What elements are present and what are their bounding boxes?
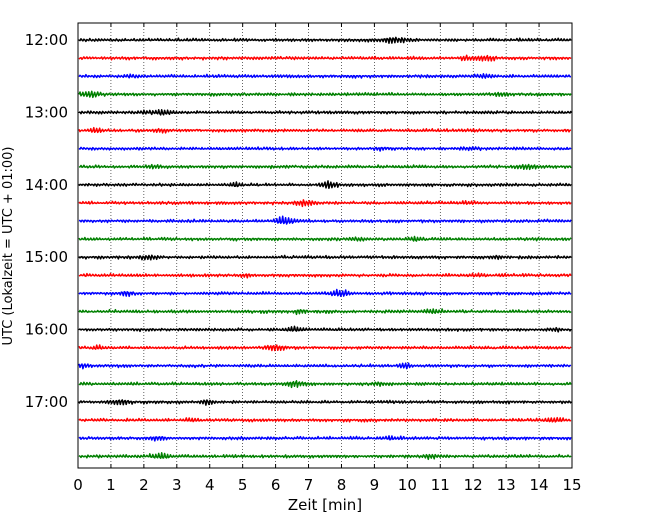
seismic-trace-15: [78, 288, 572, 298]
seismic-trace-14: [78, 272, 572, 279]
y-tick-label: 12:00: [25, 31, 68, 49]
x-tick-label: 7: [304, 476, 314, 494]
seismic-trace-13: [78, 254, 572, 261]
seismic-trace-9: [78, 180, 572, 190]
seismic-trace-16: [78, 308, 572, 316]
y-axis: 12:00 13:00 14:00 15:00 16:00 17:00: [25, 31, 572, 411]
x-tick-label: 4: [205, 476, 215, 494]
trace-layer: [78, 36, 572, 461]
y-tick-label: 14:00: [25, 176, 68, 194]
seismic-trace-7: [78, 146, 572, 152]
seismic-trace-23: [78, 435, 572, 442]
x-tick-label: 8: [337, 476, 347, 494]
x-tick-label: 13: [497, 476, 516, 494]
x-tick-label: 6: [271, 476, 281, 494]
y-tick-label: 15:00: [25, 248, 68, 266]
grid-layer: [110, 23, 540, 468]
y-tick-label: 13:00: [25, 103, 68, 121]
seismic-trace-17: [78, 325, 572, 333]
x-tick-label: 12: [464, 476, 483, 494]
seismic-trace-11: [78, 215, 572, 225]
seismic-trace-3: [78, 73, 572, 79]
seismic-trace-21: [78, 399, 572, 406]
x-axis: 0 1 2 3 4 5 6 7 8 9 10 11 12 13 14 15: [73, 23, 582, 494]
seismic-trace-4: [78, 90, 572, 99]
y-axis-label: UTC (Lokalzeit = UTC + 01:00): [1, 147, 16, 346]
plot-frame: [77, 22, 573, 469]
x-axis-label: Zeit [min]: [288, 496, 362, 514]
seismic-trace-10: [78, 199, 572, 208]
x-tick-label: 2: [139, 476, 149, 494]
x-tick-label: 11: [431, 476, 450, 494]
y-tick-label: 17:00: [25, 393, 68, 411]
x-tick-label: 10: [398, 476, 417, 494]
plot-background: [78, 23, 572, 468]
x-tick-label: 1: [106, 476, 116, 494]
seismic-trace-12: [78, 235, 572, 242]
x-tick-label: 9: [370, 476, 380, 494]
x-tick-label: 5: [238, 476, 248, 494]
seismic-trace-1: [78, 36, 572, 44]
seismic-trace-8: [78, 163, 572, 171]
seismic-trace-5: [78, 109, 572, 116]
seismic-trace-19: [78, 362, 572, 370]
y-tick-label: 16:00: [25, 321, 68, 339]
x-tick-label: 0: [73, 476, 83, 494]
x-tick-label: 3: [172, 476, 182, 494]
seismic-trace-20: [78, 380, 572, 389]
x-tick-label: 15: [562, 476, 581, 494]
seismic-trace-24: [78, 452, 572, 461]
seismic-trace-18: [78, 344, 572, 352]
seismic-trace-6: [78, 126, 572, 134]
x-tick-label: 14: [530, 476, 549, 494]
seismic-trace-22: [78, 416, 572, 423]
seismic-trace-2: [78, 54, 572, 62]
